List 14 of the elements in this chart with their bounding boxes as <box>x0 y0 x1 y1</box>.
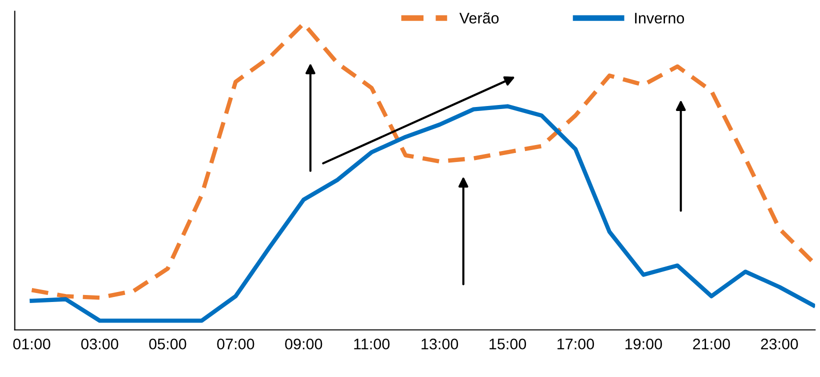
x-tick-label: 07:00 <box>217 338 254 350</box>
x-tick-label: 01:00 <box>13 338 50 350</box>
legend-label: Inverno <box>635 12 684 24</box>
x-tick-label: 11:00 <box>354 338 390 350</box>
x-tick-label: 13:00 <box>422 338 458 350</box>
x-tick-label: 03:00 <box>81 338 118 350</box>
x-tick-label: 17:00 <box>558 338 594 350</box>
legend-label: Verão <box>459 12 499 24</box>
x-tick-label: 09:00 <box>285 338 322 350</box>
x-tick-label: 23:00 <box>761 338 798 350</box>
x-tick-label: 05:00 <box>149 338 186 350</box>
x-tick-label: 15:00 <box>490 338 526 350</box>
x-tick-label: 19:00 <box>626 338 662 350</box>
x-tick-label: 21:00 <box>693 338 730 350</box>
